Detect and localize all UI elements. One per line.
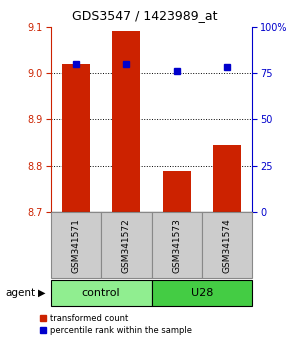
Legend: transformed count, percentile rank within the sample: transformed count, percentile rank withi… (40, 314, 192, 335)
Bar (151, 212, 202, 278)
Text: control: control (82, 288, 120, 298)
Bar (51, 280, 151, 306)
Bar (163, 171, 191, 212)
Bar (213, 145, 241, 212)
Text: GSM341573: GSM341573 (172, 218, 181, 273)
Text: ▶: ▶ (38, 288, 46, 298)
Bar (101, 212, 151, 278)
Text: GSM341571: GSM341571 (71, 218, 80, 273)
Text: GDS3547 / 1423989_at: GDS3547 / 1423989_at (72, 10, 218, 22)
Bar (113, 31, 140, 212)
Bar (62, 64, 90, 212)
Text: U28: U28 (191, 288, 213, 298)
Bar (202, 212, 252, 278)
Text: GSM341572: GSM341572 (122, 218, 131, 273)
Bar (151, 280, 252, 306)
Text: agent: agent (6, 288, 36, 298)
Text: GSM341574: GSM341574 (223, 218, 232, 273)
Bar (51, 212, 101, 278)
